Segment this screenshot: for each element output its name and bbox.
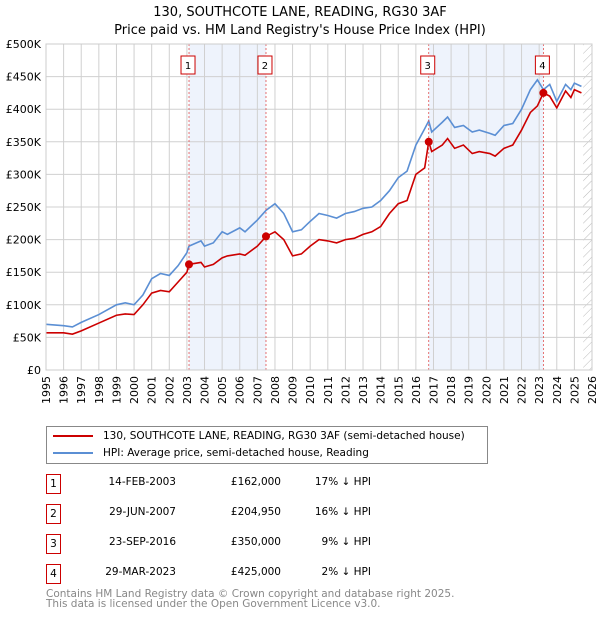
y-tick-label: £200K bbox=[6, 234, 42, 247]
sale-hpi-diff: 2% ↓ HPI bbox=[321, 566, 371, 578]
x-tick-label: 2011 bbox=[322, 376, 335, 404]
sale-price: £425,000 bbox=[230, 566, 281, 578]
sale-price: £350,000 bbox=[230, 536, 281, 548]
sale-point bbox=[261, 232, 270, 241]
x-tick-label: 2019 bbox=[463, 376, 476, 404]
price-chart: 1995 1996 1997 1998 1999 2000 2001 2002 2003 2004… bbox=[6, 38, 599, 404]
sale-price: £204,950 bbox=[230, 506, 281, 518]
footer: Contains HM Land Registry data © Crown c… bbox=[46, 588, 455, 610]
x-tick-label: 2000 bbox=[128, 376, 141, 404]
sale-price: £162,000 bbox=[230, 476, 281, 488]
licence-text: This data is licensed under the Open Gov… bbox=[46, 598, 381, 610]
sale-date: 23-SEP-2016 bbox=[108, 536, 176, 548]
x-tick-label: 2022 bbox=[516, 376, 529, 404]
legend: 130, SOUTHCOTE LANE, READING, RG30 3AF (… bbox=[46, 426, 488, 464]
y-tick-label: £350K bbox=[6, 136, 42, 149]
x-tick-label: 2010 bbox=[304, 376, 317, 404]
x-tick-label: 2006 bbox=[234, 376, 247, 404]
title: 130, SOUTHCOTE LANE, READING, RG30 3AF bbox=[153, 5, 447, 20]
x-tick-label: 2009 bbox=[287, 376, 300, 404]
x-tick-label: 2002 bbox=[163, 376, 176, 404]
sale-badge: 4 bbox=[46, 564, 61, 584]
sale-label-box bbox=[534, 55, 550, 75]
x-tick-label: 2023 bbox=[533, 376, 546, 404]
y-tick-label: £50K bbox=[13, 331, 42, 344]
x-tick-label: 2013 bbox=[357, 376, 370, 404]
x-tick-label: 2004 bbox=[199, 376, 212, 404]
legend-item-hpi: HPI: Average price, semi-detached house,… bbox=[47, 444, 487, 461]
x-tick-label: 2003 bbox=[181, 376, 194, 404]
y-tick-label: £400K bbox=[6, 103, 42, 116]
chart-title: 130, SOUTHCOTE LANE, READING, RG30 3AF P… bbox=[0, 4, 600, 40]
x-tick-label: 1996 bbox=[58, 376, 71, 404]
sale-label: 4 bbox=[539, 61, 545, 72]
x-tick-label: 1998 bbox=[93, 376, 106, 404]
sale-label: 2 bbox=[262, 61, 268, 72]
legend-item-property: 130, SOUTHCOTE LANE, READING, RG30 3AF (… bbox=[47, 427, 487, 444]
x-tick-label: 2021 bbox=[498, 376, 511, 404]
y-tick-label: £100K bbox=[6, 299, 42, 312]
x-tick-label: 2018 bbox=[445, 376, 458, 404]
sale-hpi-diff: 16% ↓ HPI bbox=[314, 506, 371, 518]
sale-label: 3 bbox=[425, 61, 431, 72]
x-tick-label: 1997 bbox=[75, 376, 88, 404]
sale-hpi-diff: 17% ↓ HPI bbox=[314, 476, 371, 488]
sale-label-box bbox=[420, 55, 436, 75]
sale-point bbox=[185, 260, 194, 269]
x-tick-label: 2016 bbox=[410, 376, 423, 404]
series-line bbox=[45, 78, 582, 328]
red-line-swatch bbox=[53, 434, 93, 437]
y-tick-label: £0 bbox=[27, 364, 41, 377]
sale-hpi-diff: 9% ↓ HPI bbox=[321, 536, 371, 548]
x-tick-label: 2025 bbox=[568, 376, 581, 404]
legend-label: 130, SOUTHCOTE LANE, READING, RG30 3AF (… bbox=[103, 429, 465, 442]
sale-label: 1 bbox=[185, 61, 191, 72]
x-tick-label: 2024 bbox=[551, 376, 564, 404]
copyright-text: Contains HM Land Registry data © Crown c… bbox=[46, 588, 455, 600]
sale-date: 29-MAR-2023 bbox=[105, 566, 176, 578]
blue-line-swatch bbox=[53, 451, 93, 454]
x-tick-label: 1995 bbox=[40, 376, 53, 404]
x-tick-label: 2007 bbox=[251, 376, 264, 404]
x-tick-label: 2005 bbox=[216, 376, 229, 404]
y-tick-label: £500K bbox=[6, 38, 42, 51]
y-tick-label: £300K bbox=[6, 168, 42, 181]
x-tick-label: 2017 bbox=[427, 376, 440, 404]
sale-label-box bbox=[257, 55, 273, 75]
sale-badge: 2 bbox=[46, 504, 61, 524]
x-tick-label: 2012 bbox=[339, 376, 352, 404]
sale-date: 14-FEB-2003 bbox=[108, 476, 176, 488]
x-tick-label: 2008 bbox=[269, 376, 282, 404]
series-line bbox=[46, 88, 582, 335]
sale-badge: 3 bbox=[46, 534, 61, 554]
x-tick-label: 2001 bbox=[146, 376, 159, 404]
x-tick-label: 1999 bbox=[110, 376, 123, 404]
y-tick-label: £450K bbox=[6, 71, 42, 84]
y-tick-label: £250K bbox=[6, 201, 42, 214]
sale-label-box bbox=[180, 55, 196, 75]
sale-badge: 1 bbox=[46, 474, 61, 494]
plot-border bbox=[45, 43, 593, 371]
sale-date: 29-JUN-2007 bbox=[109, 506, 176, 518]
x-tick-label: 2026 bbox=[586, 376, 599, 404]
x-tick-label: 2015 bbox=[392, 376, 405, 404]
sale-point bbox=[539, 88, 548, 97]
x-tick-label: 2014 bbox=[375, 376, 388, 404]
legend-label: HPI: Average price, semi-detached house,… bbox=[103, 446, 369, 459]
subtitle: Price paid vs. HM Land Registry's House … bbox=[114, 23, 486, 38]
y-tick-label: £150K bbox=[6, 266, 42, 279]
x-tick-label: 2020 bbox=[480, 376, 493, 404]
sale-point bbox=[424, 137, 433, 146]
